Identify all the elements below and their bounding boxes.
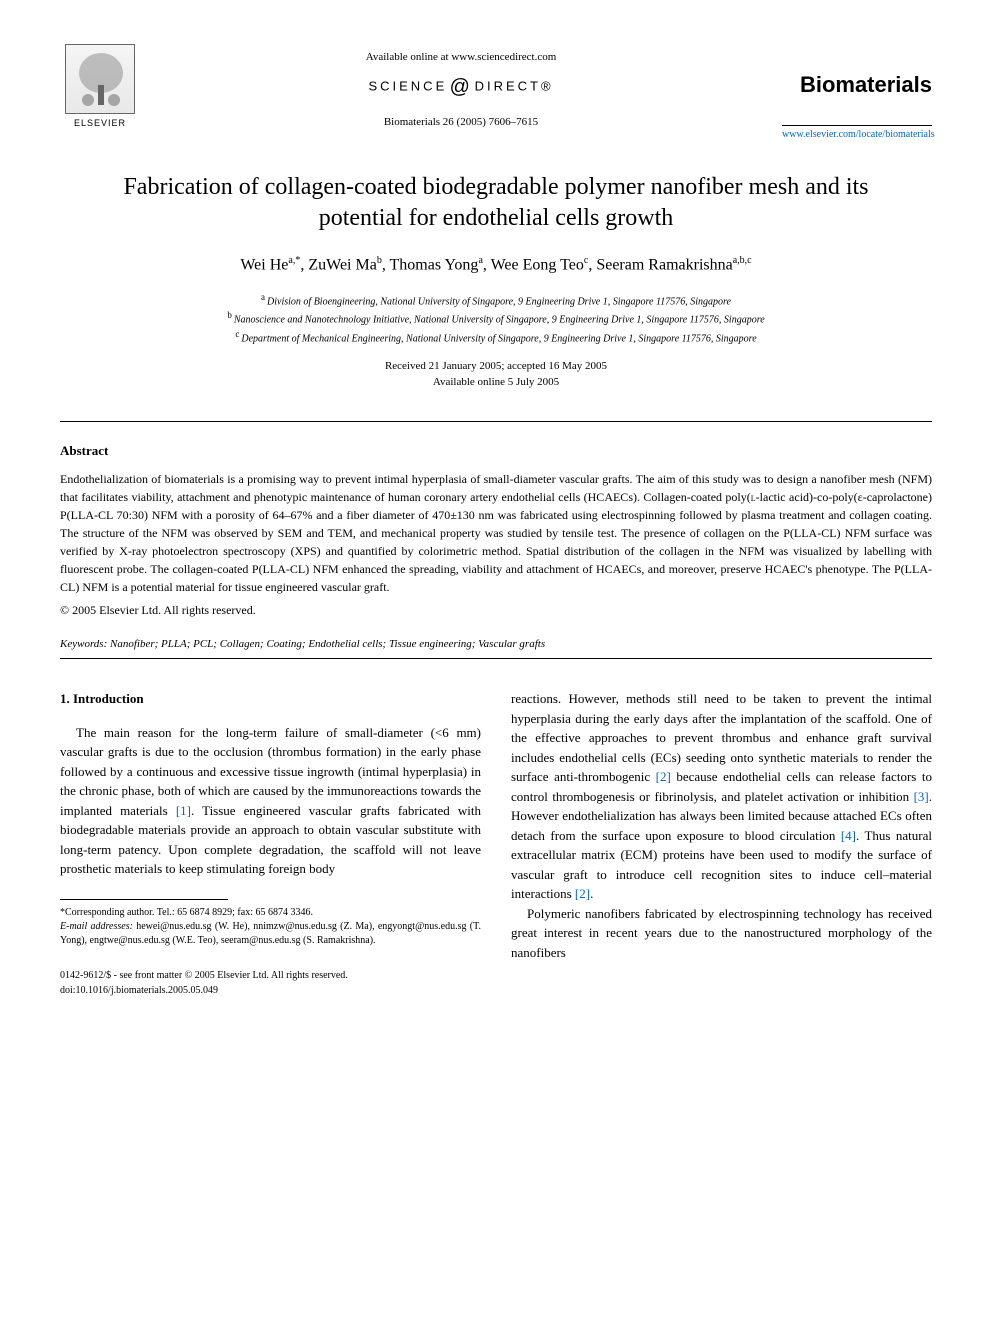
affiliation-c: cDepartment of Mechanical Engineering, N… — [60, 328, 932, 346]
keywords-text: Nanofiber; PLLA; PCL; Collagen; Coating;… — [110, 638, 545, 650]
introduction-heading: 1. Introduction — [60, 689, 481, 709]
article-title: Fabrication of collagen-coated biodegrad… — [100, 172, 892, 234]
science-direct-word2: DIRECT® — [475, 79, 554, 94]
footnote-rule — [60, 899, 228, 900]
abstract-heading: Abstract — [60, 442, 932, 460]
divider — [60, 421, 932, 422]
elsevier-logo: ELSEVIER — [60, 40, 140, 130]
doi-line: doi:10.1016/j.biomaterials.2005.05.049 — [60, 983, 481, 998]
journal-logo-block: Biomaterials www.elsevier.com/locate/bio… — [782, 40, 932, 142]
emails-label: E-mail addresses: — [60, 921, 133, 932]
keywords: Keywords: Nanofiber; PLLA; PCL; Collagen… — [60, 637, 932, 652]
footer: 0142-9612/$ - see front matter © 2005 El… — [60, 968, 481, 998]
online-date: Available online 5 July 2005 — [60, 374, 932, 391]
affiliation-c-text: Department of Mechanical Engineering, Na… — [241, 333, 756, 344]
science-direct-at-icon: @ — [449, 73, 472, 101]
center-header: Available online at www.sciencedirect.co… — [140, 40, 782, 135]
intro-paragraph-2: Polymeric nanofibers fabricated by elect… — [511, 904, 932, 963]
authors-list: Wei Hea,*, ZuWei Mab, Thomas Yonga, Wee … — [60, 254, 932, 277]
elsevier-tree-icon — [65, 44, 135, 114]
right-column: reactions. However, methods still need t… — [511, 689, 932, 998]
body-columns: 1. Introduction The main reason for the … — [60, 689, 932, 998]
corresponding-author-footnote: *Corresponding author. Tel.: 65 6874 892… — [60, 906, 481, 948]
corresponding-author-text: *Corresponding author. Tel.: 65 6874 892… — [60, 906, 481, 920]
science-direct-logo: SCIENCE@DIRECT® — [140, 73, 782, 101]
affiliation-b: bNanoscience and Nanotechnology Initiati… — [60, 309, 932, 327]
email-addresses: E-mail addresses: hewei@nus.edu.sg (W. H… — [60, 920, 481, 948]
elsevier-text: ELSEVIER — [74, 117, 126, 130]
section-divider — [60, 658, 932, 659]
abstract-copyright: © 2005 Elsevier Ltd. All rights reserved… — [60, 602, 932, 619]
intro-paragraph-1-cont: reactions. However, methods still need t… — [511, 689, 932, 904]
abstract-text: Endothelialization of biomaterials is a … — [60, 470, 932, 596]
left-column: 1. Introduction The main reason for the … — [60, 689, 481, 998]
intro-paragraph-1: The main reason for the long-term failur… — [60, 723, 481, 879]
available-online-text: Available online at www.sciencedirect.co… — [140, 50, 782, 65]
received-date: Received 21 January 2005; accepted 16 Ma… — [60, 358, 932, 375]
journal-url[interactable]: www.elsevier.com/locate/biomaterials — [782, 125, 932, 142]
issn-line: 0142-9612/$ - see front matter © 2005 El… — [60, 968, 481, 983]
science-direct-word1: SCIENCE — [368, 79, 447, 94]
keywords-label: Keywords: — [60, 638, 107, 650]
affiliation-a: aDivision of Bioengineering, National Un… — [60, 291, 932, 309]
affiliation-a-text: Division of Bioengineering, National Uni… — [267, 296, 731, 307]
journal-name: Biomaterials — [782, 70, 932, 101]
affiliations: aDivision of Bioengineering, National Un… — [60, 291, 932, 346]
header: ELSEVIER Available online at www.science… — [60, 40, 932, 142]
affiliation-b-text: Nanoscience and Nanotechnology Initiativ… — [234, 315, 765, 326]
article-dates: Received 21 January 2005; accepted 16 Ma… — [60, 358, 932, 391]
journal-reference: Biomaterials 26 (2005) 7606–7615 — [140, 115, 782, 130]
journal-url-text[interactable]: www.elsevier.com/locate/biomaterials — [782, 129, 935, 140]
